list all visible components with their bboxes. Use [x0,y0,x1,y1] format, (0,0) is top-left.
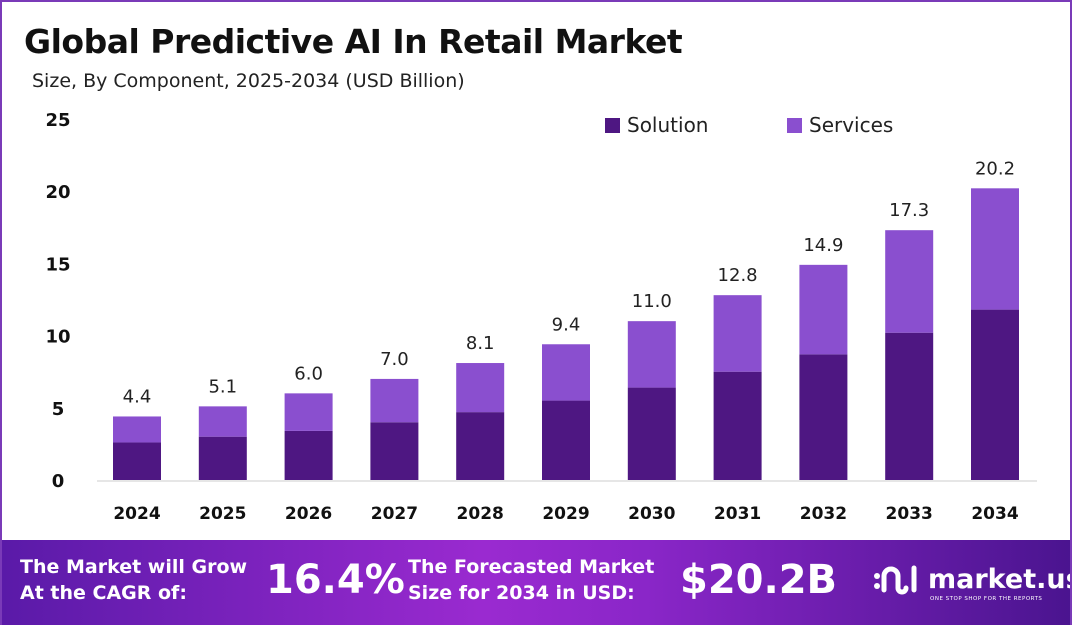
total-label: 12.8 [718,265,758,286]
bar-services-2034 [971,188,1019,310]
total-label: 17.3 [889,200,929,221]
market-us-logo: market.us ONE STOP SHOP FOR THE REPORTS [872,562,1072,602]
forecast-label: The Forecasted Market Size for 2034 in U… [408,554,654,606]
total-label: 4.4 [123,386,152,407]
logo-tagline: ONE STOP SHOP FOR THE REPORTS [930,596,1043,602]
cagr-label-line2: At the CAGR of: [20,582,187,604]
chart-title: Global Predictive AI In Retail Market [24,22,683,61]
legend-label-services: Services [809,113,893,137]
bar-solution-2027 [370,422,419,480]
x-tick-label: 2026 [285,504,332,524]
bar-solution-2028 [456,412,505,480]
forecast-value: $20.2B [680,557,838,603]
x-tick-label: 2024 [113,504,160,524]
x-tick-label: 2030 [628,504,675,524]
total-label: 7.0 [380,349,409,370]
legend-swatch-solution [605,118,620,133]
total-label: 9.4 [552,314,581,335]
y-tick-label: 5 [52,399,65,420]
x-tick-label: 2033 [886,504,933,524]
cagr-label: The Market will Grow At the CAGR of: [20,554,247,606]
total-label: 11.0 [632,291,672,312]
bar-services-2030 [627,321,676,388]
total-label: 20.2 [975,158,1015,179]
logo-icon [874,565,917,595]
bar-solution-2024 [113,442,161,480]
total-label: 6.0 [294,363,323,384]
bar-services-2031 [713,295,762,372]
bar-services-2027 [370,378,419,423]
chart-subtitle: Size, By Component, 2025-2034 (USD Billi… [32,70,465,92]
logo-name: market.us [928,563,1072,595]
bar-services-2033 [885,230,934,333]
forecast-label-line2: Size for 2034 in USD: [408,582,635,604]
bar-solution-2026 [284,430,333,480]
y-tick-label: 25 [45,110,70,131]
bar-services-2024 [113,416,161,443]
bar-solution-2032 [799,354,848,480]
legend-label-solution: Solution [627,113,708,137]
total-label: 5.1 [208,376,237,397]
y-tick-label: 20 [45,182,70,203]
y-tick-label: 0 [52,471,65,492]
bar-solution-2034 [971,309,1019,480]
bar-solution-2025 [198,436,247,480]
x-tick-label: 2029 [542,504,589,524]
total-label: 8.1 [466,333,495,354]
x-tick-label: 2025 [199,504,246,524]
forecast-label-line1: The Forecasted Market [408,556,655,578]
bar-services-2025 [198,406,247,437]
bar-services-2028 [456,363,505,413]
y-tick-label: 15 [45,254,70,275]
bar-services-2026 [284,393,333,431]
bar-solution-2033 [885,332,934,480]
bar-solution-2030 [627,387,676,480]
bar-chart: 05101520254.420245.120256.020267.020278.… [45,110,1037,524]
legend-swatch-services [787,118,802,133]
cagr-label-line1: The Market will Grow [20,556,248,578]
x-tick-label: 2034 [971,504,1018,524]
bar-solution-2031 [713,371,762,480]
x-tick-label: 2027 [371,504,418,524]
y-tick-label: 10 [45,327,70,348]
x-tick-label: 2028 [457,504,504,524]
x-tick-label: 2032 [800,504,847,524]
bar-services-2032 [799,264,848,355]
total-label: 14.9 [803,235,843,256]
bar-solution-2029 [542,400,590,480]
bar-services-2029 [542,344,590,401]
cagr-value: 16.4% [266,557,405,603]
x-tick-label: 2031 [714,504,761,524]
footer-banner: The Market will Grow At the CAGR of: 16.… [2,540,1072,625]
